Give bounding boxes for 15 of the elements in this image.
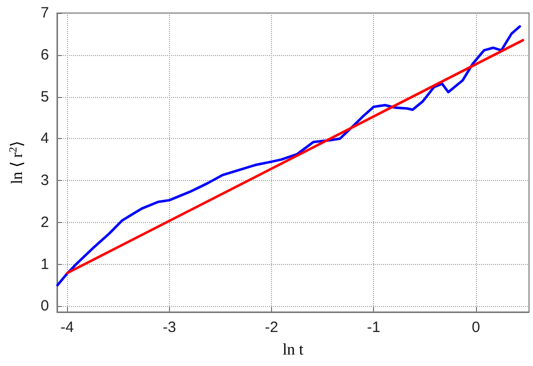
y-tick-label: 2 bbox=[40, 214, 49, 231]
y-tick-label: 3 bbox=[40, 172, 49, 190]
y-tick-label: 5 bbox=[40, 88, 49, 106]
y-tick-label: 6 bbox=[40, 46, 49, 64]
y-tick-label: 7 bbox=[40, 4, 49, 22]
y-tick-label: 1 bbox=[40, 256, 49, 273]
x-tick-label: 0 bbox=[472, 319, 480, 336]
x-tick-label: -2 bbox=[264, 319, 278, 336]
y-tick-label: 0 bbox=[40, 298, 49, 315]
x-tick-label: -1 bbox=[367, 319, 380, 336]
y-axis-title: ln ⟨ r2⟩ bbox=[8, 140, 26, 184]
y-tick-label: 4 bbox=[40, 130, 49, 148]
x-tick-label: -3 bbox=[162, 319, 176, 336]
x-axis-title: ln t bbox=[282, 342, 304, 358]
x-tick-label: -4 bbox=[60, 319, 74, 336]
